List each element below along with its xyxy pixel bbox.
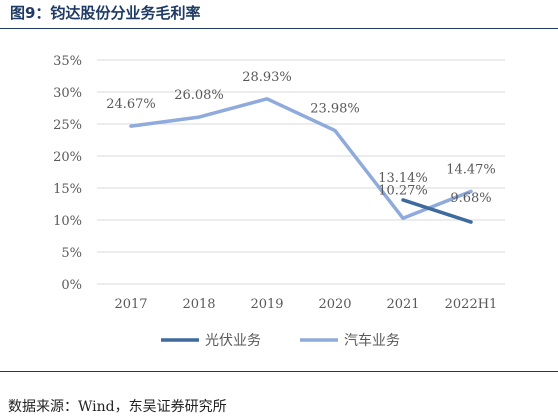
data-label: 13.14%: [378, 171, 428, 186]
line-chart: 0%5%10%15%20%25%30%35% 2017 2018 2019 2020 2…: [53, 54, 505, 349]
x-axis-ticks: 2017 2018 2019 2020 2021 2022H1: [114, 297, 497, 312]
y-tick-label: 15%: [53, 182, 82, 197]
x-tick-label: 2021: [386, 297, 419, 312]
x-tick-label: 2017: [114, 297, 147, 312]
gridlines: [97, 59, 505, 285]
y-axis-ticks: 0% 5% 10% 15% 20% 25% 30% 35%: [53, 54, 82, 293]
series-line: [129, 97, 473, 221]
data-label: 9.68%: [450, 191, 491, 206]
legend: 光伏业务 汽车业务: [161, 332, 400, 349]
y-tick-label: 25%: [53, 118, 82, 133]
data-label: 26.08%: [174, 88, 224, 103]
data-label: 14.47%: [446, 162, 496, 177]
y-tick-label: 10%: [53, 214, 82, 229]
x-tick-label: 2019: [250, 297, 283, 312]
data-label: 23.98%: [310, 102, 360, 117]
y-tick-label: 30%: [53, 86, 82, 101]
source-divider: [0, 371, 558, 372]
series-line: [401, 198, 473, 224]
data-label: 28.93%: [242, 70, 292, 85]
series-lines: [129, 97, 473, 224]
x-tick-label: 2020: [318, 297, 351, 312]
legend-label: 光伏业务: [205, 333, 261, 349]
chart-title: 图9：钧达股份分业务毛利率: [10, 4, 201, 22]
title-divider: [0, 28, 558, 29]
y-tick-label: 0%: [61, 278, 82, 293]
data-label: 24.67%: [106, 97, 156, 112]
y-tick-label: 5%: [61, 246, 82, 261]
x-tick-label: 2022H1: [445, 297, 498, 312]
data-label: 10.27%: [378, 183, 428, 198]
y-tick-label: 35%: [53, 54, 82, 69]
legend-label: 汽车业务: [344, 332, 400, 349]
y-tick-label: 20%: [53, 150, 82, 165]
data-labels: 13.14% 9.68% 24.67% 26.08% 28.93% 23.98% 10.27…: [106, 70, 496, 206]
source-note: 数据来源：Wind，东吴证券研究所: [8, 399, 227, 415]
x-tick-label: 2018: [182, 297, 215, 312]
